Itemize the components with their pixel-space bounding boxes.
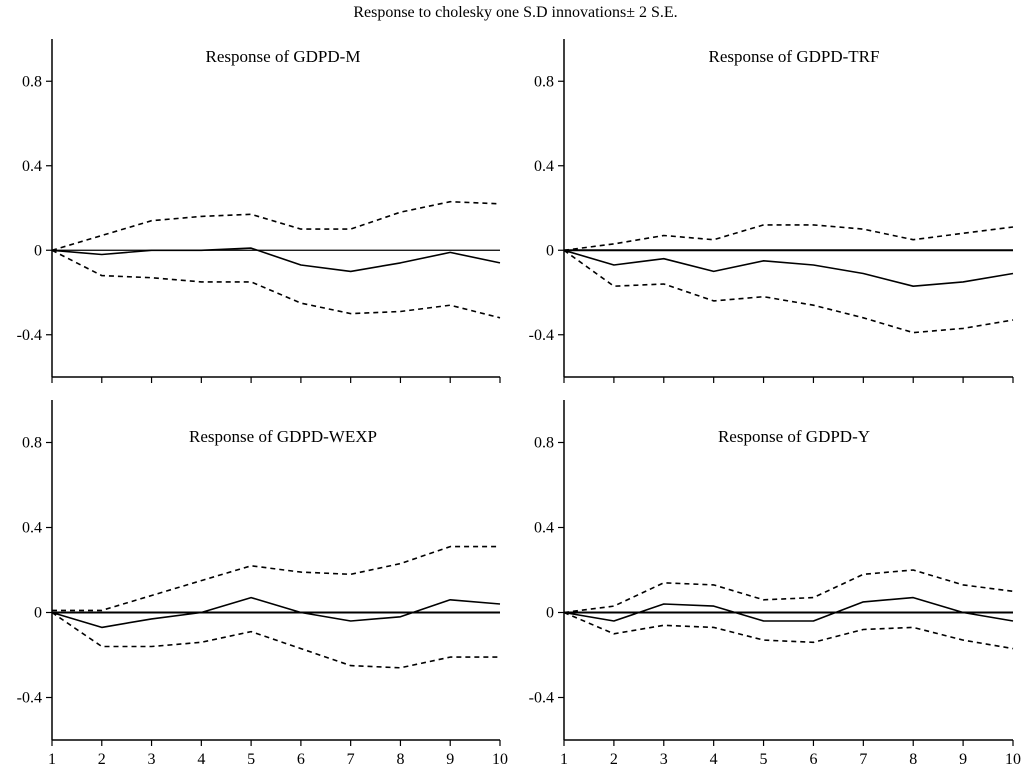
lower-band-line [51,611,500,669]
response-line [51,247,501,273]
panel-1: -0.4 0 0.4 0.8 Response of GDPD-M [17,39,501,383]
y-tick-label: 0 [546,242,554,259]
lower-band-line [563,611,1014,650]
y-tick-label: 0.4 [534,158,554,175]
panel-2: -0.4 0 0.4 0.8 Response of GDPD-TRF [529,39,1014,383]
y-tick-label: 0.8 [22,435,42,452]
x-tick-label: 8 [396,751,404,768]
y-tick-label: 0.8 [534,435,554,452]
x-tick-label: 4 [197,751,205,768]
panel-title: Response of GDPD-TRF [709,47,880,66]
panel-title: Response of GDPD-Y [718,427,870,446]
x-tick-label: 7 [859,751,867,768]
x-tick-label: 9 [446,751,454,768]
y-tick-label: 0.4 [22,520,42,537]
x-tick-label: 5 [247,751,255,768]
figure-title: Response to cholesky one S.D innovations… [353,4,678,21]
x-tick-label: 2 [98,751,106,768]
y-tick-label: 0.4 [534,520,554,537]
upper-band-line [563,224,1014,252]
x-tick-label: 6 [809,751,817,768]
x-tick-label: 1 [48,751,56,768]
x-tick-label: 10 [492,751,508,768]
upper-band-line [563,569,1014,614]
response-line [563,596,1014,622]
upper-band-line [52,545,500,612]
x-tick-label: 3 [660,751,668,768]
x-tick-label: 6 [297,751,305,768]
y-tick-label: -0.4 [17,690,42,707]
panel-3: -0.4 0 0.4 0.8 1 2 3 4 5 6 7 8 9 10 Response of GDPD-W… [17,400,508,768]
response-line [51,596,501,629]
y-tick-label: 0.8 [22,73,42,90]
x-tick-label: 10 [1005,751,1021,768]
y-tick-label: -0.4 [529,327,554,344]
y-tick-label: 0 [34,242,42,259]
x-tick-label: 4 [710,751,718,768]
panel-title: Response of GDPD-M [206,47,361,66]
y-tick-label: 0 [34,605,42,622]
lower-band-line [51,249,501,319]
x-tick-label: 5 [760,751,768,768]
x-tick-label: 8 [909,751,917,768]
y-tick-label: -0.4 [17,327,42,344]
panel-4: -0.4 0 0.4 0.8 1 2 3 4 5 6 7 8 9 10 Response of GDPD-Y [529,400,1021,768]
y-tick-label: -0.4 [529,690,554,707]
y-tick-label: 0.8 [534,73,554,90]
x-tick-label: 2 [610,751,618,768]
x-tick-label: 1 [560,751,568,768]
x-tick-label: 9 [959,751,967,768]
x-tick-label: 3 [148,751,156,768]
upper-band-line [51,200,501,252]
response-line [563,249,1014,288]
y-tick-label: 0.4 [22,158,42,175]
y-tick-label: 0 [546,605,554,622]
panel-title: Response of GDPD-WEXP [189,427,377,446]
x-tick-label: 7 [347,751,355,768]
